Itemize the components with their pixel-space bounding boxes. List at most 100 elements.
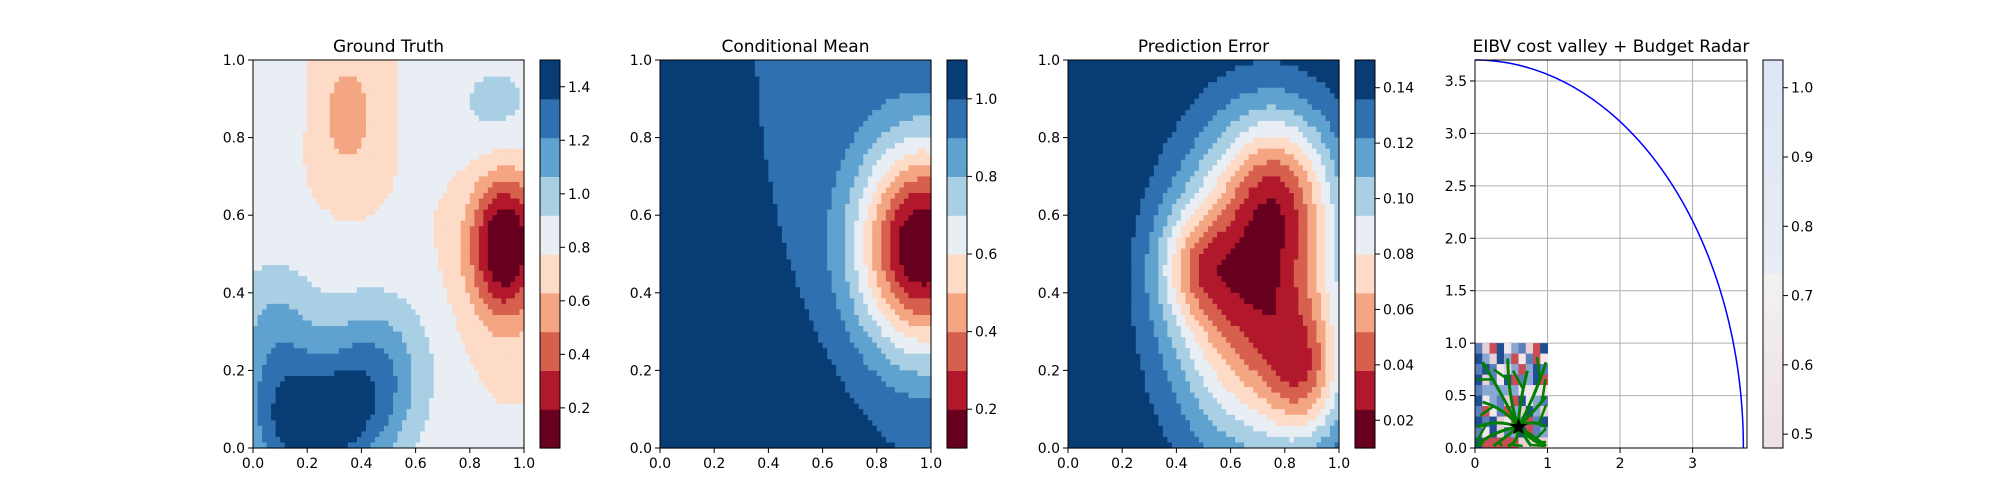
heatmap-cell [407, 381, 412, 387]
heatmap-cell [384, 293, 389, 299]
heatmap-cell [343, 326, 348, 332]
heatmap-cell [665, 121, 670, 127]
heatmap-cell [393, 99, 398, 105]
heatmap-cell [746, 127, 751, 133]
heatmap-cell [258, 88, 263, 94]
heatmap-cell [501, 387, 506, 393]
heatmap-cell [456, 71, 461, 77]
heatmap-cell [420, 387, 425, 393]
heatmap-cell [429, 243, 434, 249]
heatmap-cell [411, 132, 416, 138]
heatmap-cell [814, 60, 819, 66]
heatmap-cell [298, 393, 303, 399]
heatmap-cell [343, 260, 348, 266]
heatmap-cell [285, 260, 290, 266]
heatmap-cell [515, 110, 520, 116]
heatmap-cell [379, 154, 384, 160]
heatmap-cell [510, 354, 515, 360]
heatmap-cell [665, 71, 670, 77]
heatmap-cell [425, 127, 430, 133]
y-tick-label: 0.6 [223, 208, 245, 224]
heatmap-cell [258, 143, 263, 149]
heatmap-cell [298, 204, 303, 210]
heatmap-cell [303, 104, 308, 110]
heatmap-cell [343, 431, 348, 437]
heatmap-cell [407, 99, 412, 105]
heatmap-cell [379, 393, 384, 399]
heatmap-cell [899, 77, 904, 83]
heatmap-cell [375, 420, 380, 426]
heatmap-cell [276, 110, 281, 116]
heatmap-cell [759, 127, 764, 133]
heatmap-cell [330, 415, 335, 421]
heatmap-cell [474, 171, 479, 177]
heatmap-cell [298, 282, 303, 288]
heatmap-cell [447, 260, 452, 266]
heatmap-cell [366, 149, 371, 155]
heatmap-cell [253, 193, 258, 199]
heatmap-cell [398, 437, 403, 443]
heatmap-cell [800, 66, 805, 72]
heatmap-cell [483, 121, 488, 127]
heatmap-cell [465, 154, 470, 160]
heatmap-cell [420, 393, 425, 399]
heatmap-cell [321, 265, 326, 271]
heatmap-cell [348, 232, 353, 238]
heatmap-cell [312, 115, 317, 121]
heatmap-cell [483, 354, 488, 360]
heatmap-cell [289, 276, 294, 282]
heatmap-cell [425, 243, 430, 249]
heatmap-cell [334, 88, 339, 94]
heatmap-cell [917, 77, 922, 83]
heatmap-cell [307, 88, 312, 94]
heatmap-cell [845, 82, 850, 88]
heatmap-cell [366, 71, 371, 77]
heatmap-cell [307, 426, 312, 432]
heatmap-cell [497, 376, 502, 382]
heatmap-cell [267, 221, 272, 227]
heatmap-cell [443, 160, 448, 166]
heatmap-cell [465, 271, 470, 277]
heatmap-cell [890, 82, 895, 88]
heatmap-cell [303, 359, 308, 365]
heatmap-cell [398, 409, 403, 415]
heatmap-cell [343, 199, 348, 205]
heatmap-cell [361, 115, 366, 121]
heatmap-cell [402, 143, 407, 149]
heatmap-cell [307, 115, 312, 121]
heatmap-cell [501, 99, 506, 105]
heatmap-cell [678, 115, 683, 121]
heatmap-cell [746, 115, 751, 121]
heatmap-cell [357, 276, 362, 282]
heatmap-cell [316, 365, 321, 371]
heatmap-cell [384, 237, 389, 243]
heatmap-cell [294, 93, 299, 99]
heatmap-cell [447, 365, 452, 371]
heatmap-cell [402, 326, 407, 332]
heatmap-cell [814, 66, 819, 72]
heatmap-cell [285, 326, 290, 332]
heatmap-cell [483, 226, 488, 232]
heatmap-cell [379, 66, 384, 72]
heatmap-cell [438, 160, 443, 166]
heatmap-cell [881, 82, 886, 88]
heatmap-cell [474, 210, 479, 216]
heatmap-cell [492, 431, 497, 437]
heatmap-cell [665, 115, 670, 121]
heatmap-cell [366, 404, 371, 410]
y-tick-label: 0.8 [223, 131, 245, 147]
heatmap-cell [294, 193, 299, 199]
heatmap-cell [393, 265, 398, 271]
heatmap-cell [674, 60, 679, 66]
heatmap-cell [267, 182, 272, 188]
heatmap-cell [750, 121, 755, 127]
heatmap-cell [289, 404, 294, 410]
heatmap-cell [506, 420, 511, 426]
heatmap-2 [660, 60, 932, 449]
heatmap-cell [267, 437, 272, 443]
heatmap-cell [271, 343, 276, 349]
heatmap-cell [904, 82, 909, 88]
heatmap-cell [298, 287, 303, 293]
heatmap-cell [461, 381, 466, 387]
heatmap-cell [488, 237, 493, 243]
